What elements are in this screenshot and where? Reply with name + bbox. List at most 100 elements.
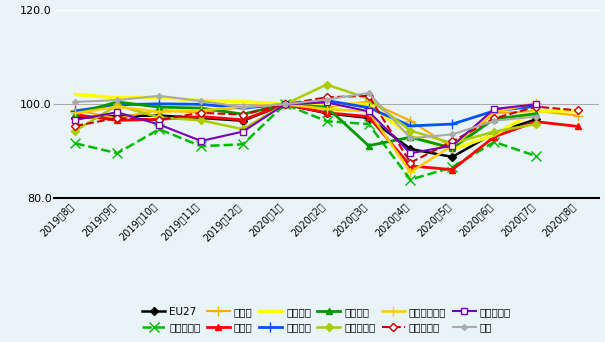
オーストリア — [155, 110, 163, 114]
フランス — [72, 109, 79, 113]
フランス — [323, 98, 330, 103]
オーストリア — [491, 110, 498, 114]
ブルガリア — [197, 144, 204, 148]
ルーマニア — [281, 102, 289, 106]
Line: ハンガリー: ハンガリー — [73, 82, 539, 146]
ハンガリー — [323, 82, 330, 87]
ドイツ — [240, 118, 247, 122]
スペイン — [114, 96, 121, 100]
スペイン — [574, 109, 581, 113]
スペイン — [491, 133, 498, 137]
ハンガリー — [197, 118, 204, 122]
ハンガリー — [449, 141, 456, 145]
Line: ルーマニア: ルーマニア — [72, 99, 540, 157]
Line: フランス: フランス — [71, 96, 541, 131]
フランス — [532, 104, 540, 108]
スペイン — [532, 109, 540, 113]
ハンガリー — [240, 127, 247, 131]
Line: オーストリア: オーストリア — [71, 98, 541, 177]
Line: ブルガリア: ブルガリア — [71, 100, 541, 184]
チェコ — [281, 102, 289, 106]
ルーマニア — [491, 107, 498, 111]
ポーランド — [365, 94, 372, 98]
英国 — [72, 100, 79, 104]
チェコ — [72, 108, 79, 112]
スペイン — [407, 134, 414, 138]
オーストリア — [365, 109, 372, 114]
チェコ — [240, 105, 247, 109]
オーストリア — [72, 111, 79, 115]
ルーマニア — [323, 101, 330, 105]
ドイツ — [281, 102, 289, 106]
ルーマニア — [114, 110, 121, 114]
スペイン — [155, 95, 163, 99]
ポーランド — [155, 118, 163, 122]
EU27 — [197, 116, 204, 120]
スペイン — [365, 102, 372, 106]
英国 — [240, 105, 247, 109]
ポーランド — [407, 161, 414, 165]
ルーマニア — [532, 102, 540, 106]
ドイツ — [449, 168, 456, 172]
ドイツ — [72, 113, 79, 117]
ポーランド — [574, 108, 581, 113]
Line: ドイツ: ドイツ — [72, 101, 581, 173]
ルーマニア — [72, 118, 79, 122]
英国 — [449, 132, 456, 136]
Legend: EU27, ブルガリア, チェコ, ドイツ, スペイン, フランス, イタリア, ハンガリー, オーストリア, ポーランド, ルーマニア, 英国: EU27, ブルガリア, チェコ, ドイツ, スペイン, フランス, イタリア,… — [142, 307, 511, 332]
ルーマニア — [240, 130, 247, 134]
オーストリア — [240, 105, 247, 109]
ルーマニア — [407, 151, 414, 155]
フランス — [407, 124, 414, 128]
EU27 — [72, 116, 79, 120]
イタリア — [532, 112, 540, 116]
英国 — [532, 115, 540, 119]
ブルガリア — [532, 154, 540, 158]
イタリア — [449, 146, 456, 150]
ルーマニア — [365, 109, 372, 114]
イタリア — [72, 112, 79, 116]
スペイン — [323, 102, 330, 106]
ハンガリー — [155, 115, 163, 119]
ポーランド — [114, 116, 121, 120]
ドイツ — [155, 117, 163, 121]
ブルガリア — [114, 151, 121, 155]
ハンガリー — [281, 102, 289, 106]
Line: スペイン: スペイン — [76, 94, 578, 149]
イタリア — [323, 105, 330, 109]
ブルガリア — [491, 140, 498, 144]
イタリア — [281, 102, 289, 106]
EU27 — [155, 114, 163, 118]
ドイツ — [365, 115, 372, 119]
チェコ — [323, 105, 330, 109]
チェコ — [407, 119, 414, 123]
スペイン — [281, 102, 289, 106]
オーストリア — [114, 105, 121, 109]
オーストリア — [449, 144, 456, 148]
ハンガリー — [365, 96, 372, 101]
ポーランド — [72, 124, 79, 128]
ルーマニア — [155, 122, 163, 127]
ポーランド — [281, 102, 289, 106]
イタリア — [240, 112, 247, 116]
ドイツ — [532, 120, 540, 124]
ブルガリア — [365, 122, 372, 126]
ブルガリア — [323, 119, 330, 123]
オーストリア — [281, 102, 289, 106]
フランス — [449, 122, 456, 126]
EU27 — [323, 111, 330, 115]
EU27 — [407, 147, 414, 151]
EU27 — [532, 117, 540, 121]
ポーランド — [491, 116, 498, 120]
ドイツ — [197, 115, 204, 119]
ブルガリア — [281, 102, 289, 106]
フランス — [281, 102, 289, 106]
フランス — [365, 106, 372, 110]
スペイン — [72, 92, 79, 96]
ポーランド — [532, 105, 540, 109]
ドイツ — [574, 124, 581, 129]
ルーマニア — [197, 139, 204, 143]
Line: ポーランド: ポーランド — [73, 93, 581, 166]
スペイン — [197, 98, 204, 103]
ドイツ — [491, 135, 498, 139]
